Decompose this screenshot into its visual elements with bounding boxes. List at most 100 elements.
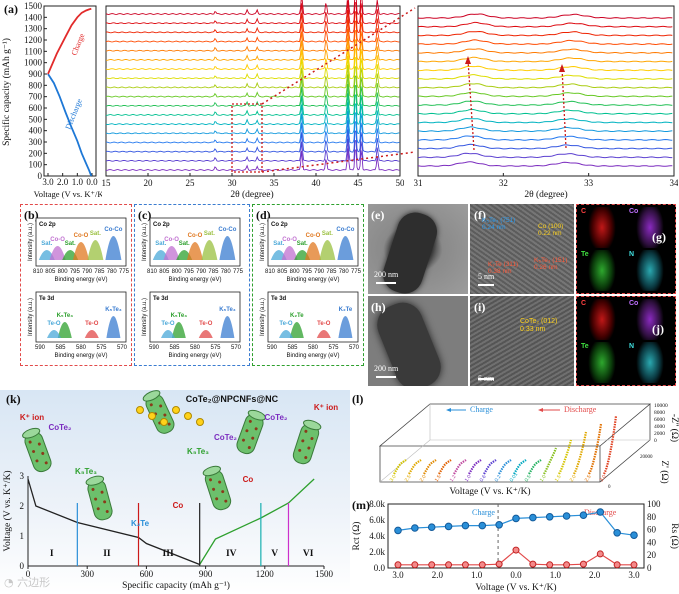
l-nyquist-curve bbox=[573, 431, 588, 475]
scale-bar-h: 200 nm bbox=[374, 364, 399, 373]
k-species-label: K₂Te bbox=[131, 519, 150, 528]
xps-co-xtick: 810 bbox=[33, 269, 44, 275]
xrd-pattern bbox=[105, 19, 400, 43]
l-voltage-label: 0.5 bbox=[524, 474, 533, 483]
xps-co-ylabel: Intensity (a.u.) bbox=[28, 223, 34, 261]
xrd-pattern bbox=[106, 93, 400, 116]
xps-co-peak bbox=[319, 240, 336, 260]
xps-te-peak bbox=[338, 316, 353, 338]
xps-te-peak-label: K₂Te bbox=[339, 307, 353, 313]
m-rs-point bbox=[394, 561, 402, 569]
xps-co-peak-label: Co-Co bbox=[104, 227, 122, 233]
zoom-pattern bbox=[417, 65, 673, 72]
a-ytick: 0 bbox=[38, 171, 43, 181]
k-ion-icon bbox=[160, 418, 168, 426]
m-rct-point bbox=[562, 512, 571, 520]
m-ytick-left: 4.0k bbox=[369, 531, 385, 541]
xps-co-peak-label: Sat. bbox=[41, 241, 52, 247]
nanofiber-icon bbox=[22, 427, 52, 473]
xps-te-peak-label: K₅Te₃ bbox=[57, 313, 74, 319]
m-rs-point bbox=[546, 561, 554, 569]
m-rs-point bbox=[579, 560, 587, 568]
xrd-pattern bbox=[105, 138, 400, 162]
a-discharge-curve bbox=[47, 73, 93, 177]
te-title: Te 3d bbox=[153, 296, 169, 302]
m-xtick: 3.0 bbox=[628, 570, 640, 580]
m-rs-point bbox=[478, 561, 486, 569]
m-ytick-right: 0 bbox=[647, 563, 652, 573]
xps-te-ylabel: Intensity (a.u.) bbox=[28, 298, 34, 336]
scale-bar-e: 200 nm bbox=[374, 270, 399, 279]
xps-co-peak-label: Co-O bbox=[164, 237, 179, 243]
a-mid-xlabel: 2θ (degree) bbox=[230, 189, 273, 200]
zoom-pattern bbox=[417, 108, 673, 115]
xps-co-ylabel: Intensity (a.u.) bbox=[142, 223, 148, 261]
i-annotation: CoTe₂ (012) bbox=[520, 318, 558, 325]
l-voltage-label: 1.5 bbox=[554, 474, 563, 483]
a-xtick: 3.0 bbox=[42, 177, 54, 187]
m-xtick: 0.0 bbox=[510, 570, 522, 580]
l-nyquist-curve bbox=[393, 459, 407, 475]
i-spacing: 0.33 nm bbox=[520, 325, 546, 333]
panel-a-zoom-plot: 31 32 33 34 2θ (degree) bbox=[414, 5, 678, 200]
zoom-pattern bbox=[417, 56, 673, 63]
l-ztick: 10000 bbox=[654, 403, 668, 409]
k-species-label: K⁺ ion bbox=[314, 403, 338, 412]
f-ann-1: K₅Te₃ (751) bbox=[482, 217, 516, 224]
zoom-xtick: 32 bbox=[499, 178, 508, 188]
xps-co-peak-label: Sat. bbox=[155, 241, 166, 247]
a-ytick: 100 bbox=[29, 160, 43, 170]
panel-c-box bbox=[134, 204, 250, 366]
f-ann-4: 0.22 nm bbox=[538, 229, 562, 237]
m-rs-point bbox=[428, 561, 436, 569]
k-region-label: VI bbox=[303, 549, 314, 559]
k-legend-cote2: CoTe₂ bbox=[214, 433, 237, 442]
xps-co-xlabel: Binding energy (eV) bbox=[54, 277, 107, 283]
k-species-label: CoTe₂ bbox=[265, 413, 288, 422]
k-xtick: 0 bbox=[26, 569, 31, 579]
k-ion-icon bbox=[184, 412, 192, 420]
xps-te-peak-label: Te-O bbox=[279, 321, 293, 327]
l-charge-label: Charge bbox=[470, 405, 493, 414]
xrd-pattern bbox=[106, 120, 400, 144]
panel-m-resistance: 3.0 2.0 1.0 0.0 1.0 2.0 3.0 0.0 2.0k 4.0k 6.0k 8.0k… bbox=[351, 499, 679, 593]
k-species-label: Co bbox=[243, 475, 254, 484]
k-xlabel: Specific capacity (mAh g⁻¹) bbox=[122, 580, 230, 591]
zoom-pattern bbox=[417, 83, 673, 89]
l-voltage-label: 3.0 bbox=[389, 474, 398, 483]
xrd-xtick: 15 bbox=[102, 178, 111, 188]
xps-co-xtick: 805 bbox=[45, 269, 56, 275]
zoom-pattern bbox=[417, 161, 673, 167]
xps-co-xtick: 810 bbox=[265, 269, 276, 275]
xps-co-peak-label: Co-O bbox=[282, 237, 297, 243]
xps-te-peak bbox=[171, 322, 186, 338]
a-zoom-xlabel: 2θ (degree) bbox=[524, 189, 567, 200]
xps-te-xtick: 590 bbox=[267, 345, 278, 351]
l-nyquist-curve bbox=[408, 459, 422, 475]
panel-label-d: (d) bbox=[256, 208, 271, 222]
m-rct-point bbox=[427, 523, 436, 532]
xps-co-xtick: 800 bbox=[290, 269, 301, 275]
xps-co-xtick: 775 bbox=[233, 269, 244, 275]
scale-bar-i: 5 nm bbox=[478, 374, 495, 383]
xps-te-xtick: 570 bbox=[117, 345, 128, 351]
panel-k-background bbox=[0, 390, 350, 594]
xps-te-peak-label: Te-O bbox=[161, 321, 175, 327]
xps-te-ylabel: Intensity (a.u.) bbox=[142, 298, 148, 336]
a-xtick: 1.0 bbox=[72, 177, 84, 187]
te-title: Te 3d bbox=[39, 296, 55, 302]
xrd-pattern bbox=[105, 0, 400, 25]
k-ion-icon bbox=[136, 406, 144, 414]
k-species-label: K₅Te₃ bbox=[187, 447, 209, 456]
m-rct-point bbox=[579, 511, 588, 520]
l-voltage-label: 2.5 bbox=[584, 474, 593, 483]
xps-co-xtick: 790 bbox=[82, 269, 93, 275]
a-xtick: 0.0 bbox=[86, 177, 98, 187]
xps-co-peak bbox=[219, 236, 236, 260]
xps-co-xtick: 795 bbox=[70, 269, 81, 275]
f-ann-7: K₅Te₃ (151) bbox=[534, 257, 568, 264]
panel-label-a: (a) bbox=[4, 2, 18, 16]
k-xtick: 1200 bbox=[256, 569, 275, 579]
xps-te-xlabel: Binding energy (eV) bbox=[286, 353, 339, 359]
k-species-label: K⁺ ion bbox=[20, 413, 44, 422]
